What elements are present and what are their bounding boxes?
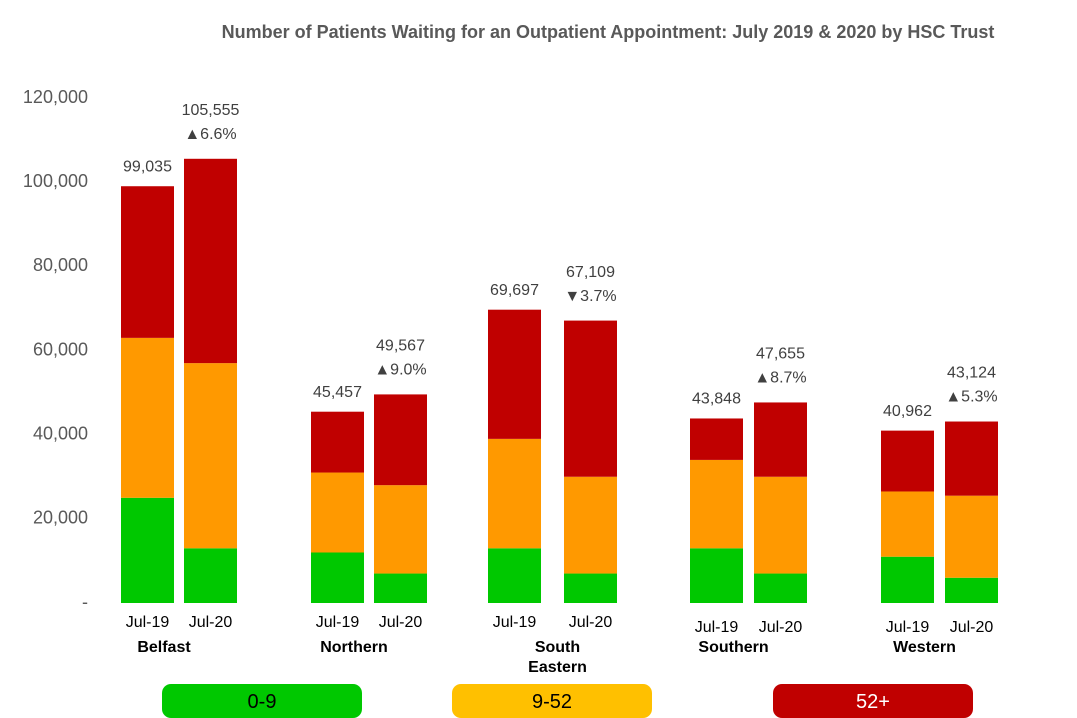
group-label: Western: [893, 639, 956, 656]
bar-segment: [564, 320, 617, 477]
bar-segment: [564, 573, 617, 603]
total-label: 67,109: [566, 264, 615, 281]
bar-segment: [945, 577, 998, 603]
bar-segment: [311, 552, 364, 603]
bar-segment: [945, 495, 998, 578]
y-tick-label: 120,000: [23, 87, 88, 107]
total-label: 99,035: [123, 158, 172, 175]
legend-item: 9-52: [452, 684, 652, 718]
x-tick-label: Jul-20: [950, 619, 994, 636]
group-label: Northern: [320, 639, 388, 656]
total-label: 40,962: [883, 403, 932, 420]
x-tick-label: Jul-20: [379, 614, 423, 631]
total-label: 45,457: [313, 384, 362, 401]
total-label: 43,848: [692, 391, 741, 408]
y-tick-label: 80,000: [33, 255, 88, 275]
bar-segment: [488, 309, 541, 439]
bar-segment: [690, 418, 743, 460]
bar-segment: [184, 158, 237, 364]
bar-segment: [945, 421, 998, 496]
bar-segment: [488, 548, 541, 603]
bar-segment: [184, 548, 237, 603]
change-label: ▲8.7%: [754, 370, 806, 387]
bar-segment: [184, 363, 237, 549]
bar-segment: [311, 472, 364, 553]
change-label: ▲9.0%: [374, 362, 426, 379]
legend-item: 0-9: [162, 684, 362, 718]
total-label: 47,655: [756, 346, 805, 363]
x-tick-label: Jul-19: [126, 614, 170, 631]
bar-segment: [488, 438, 541, 549]
bar-segment: [374, 394, 427, 486]
chart-title: Number of Patients Waiting for an Outpat…: [221, 22, 995, 42]
bar-segment: [374, 573, 427, 603]
group-label: Southern: [698, 639, 769, 656]
x-tick-label: Jul-19: [316, 614, 360, 631]
bar-segment: [881, 556, 934, 603]
x-tick-label: Jul-19: [493, 614, 537, 631]
bar-segment: [754, 476, 807, 574]
x-tick-label: Jul-20: [759, 619, 803, 636]
x-tick-label: Jul-20: [189, 614, 233, 631]
bar-segment: [881, 491, 934, 557]
group-label: South Eastern: [528, 639, 587, 676]
legend-item: 52+: [773, 684, 973, 718]
y-tick-label: -: [82, 592, 88, 612]
y-tick-label: 100,000: [23, 171, 88, 191]
bar-segment: [121, 497, 174, 603]
change-label: ▼3.7%: [564, 288, 616, 305]
y-tick-label: 60,000: [33, 339, 88, 359]
x-tick-label: Jul-19: [886, 619, 930, 636]
bar-segment: [690, 548, 743, 603]
total-label: 69,697: [490, 282, 539, 299]
group-label: Belfast: [137, 639, 191, 656]
y-tick-label: 40,000: [33, 423, 88, 443]
bar-segment: [690, 459, 743, 549]
x-tick-label: Jul-19: [695, 619, 739, 636]
total-label: 43,124: [947, 365, 996, 382]
total-label: 49,567: [376, 338, 425, 355]
bar-segment: [311, 411, 364, 473]
bar-segment: [121, 337, 174, 498]
x-tick-label: Jul-20: [569, 614, 613, 631]
total-label: 105,555: [182, 102, 240, 119]
bar-segment: [754, 402, 807, 477]
bar-segment: [374, 485, 427, 574]
bar-segment: [564, 476, 617, 574]
bar-segment: [121, 186, 174, 338]
change-label: ▲5.3%: [945, 389, 997, 406]
bar-segment: [881, 430, 934, 492]
bar-segment: [754, 573, 807, 603]
change-label: ▲6.6%: [184, 126, 236, 143]
y-tick-label: 20,000: [33, 508, 88, 528]
